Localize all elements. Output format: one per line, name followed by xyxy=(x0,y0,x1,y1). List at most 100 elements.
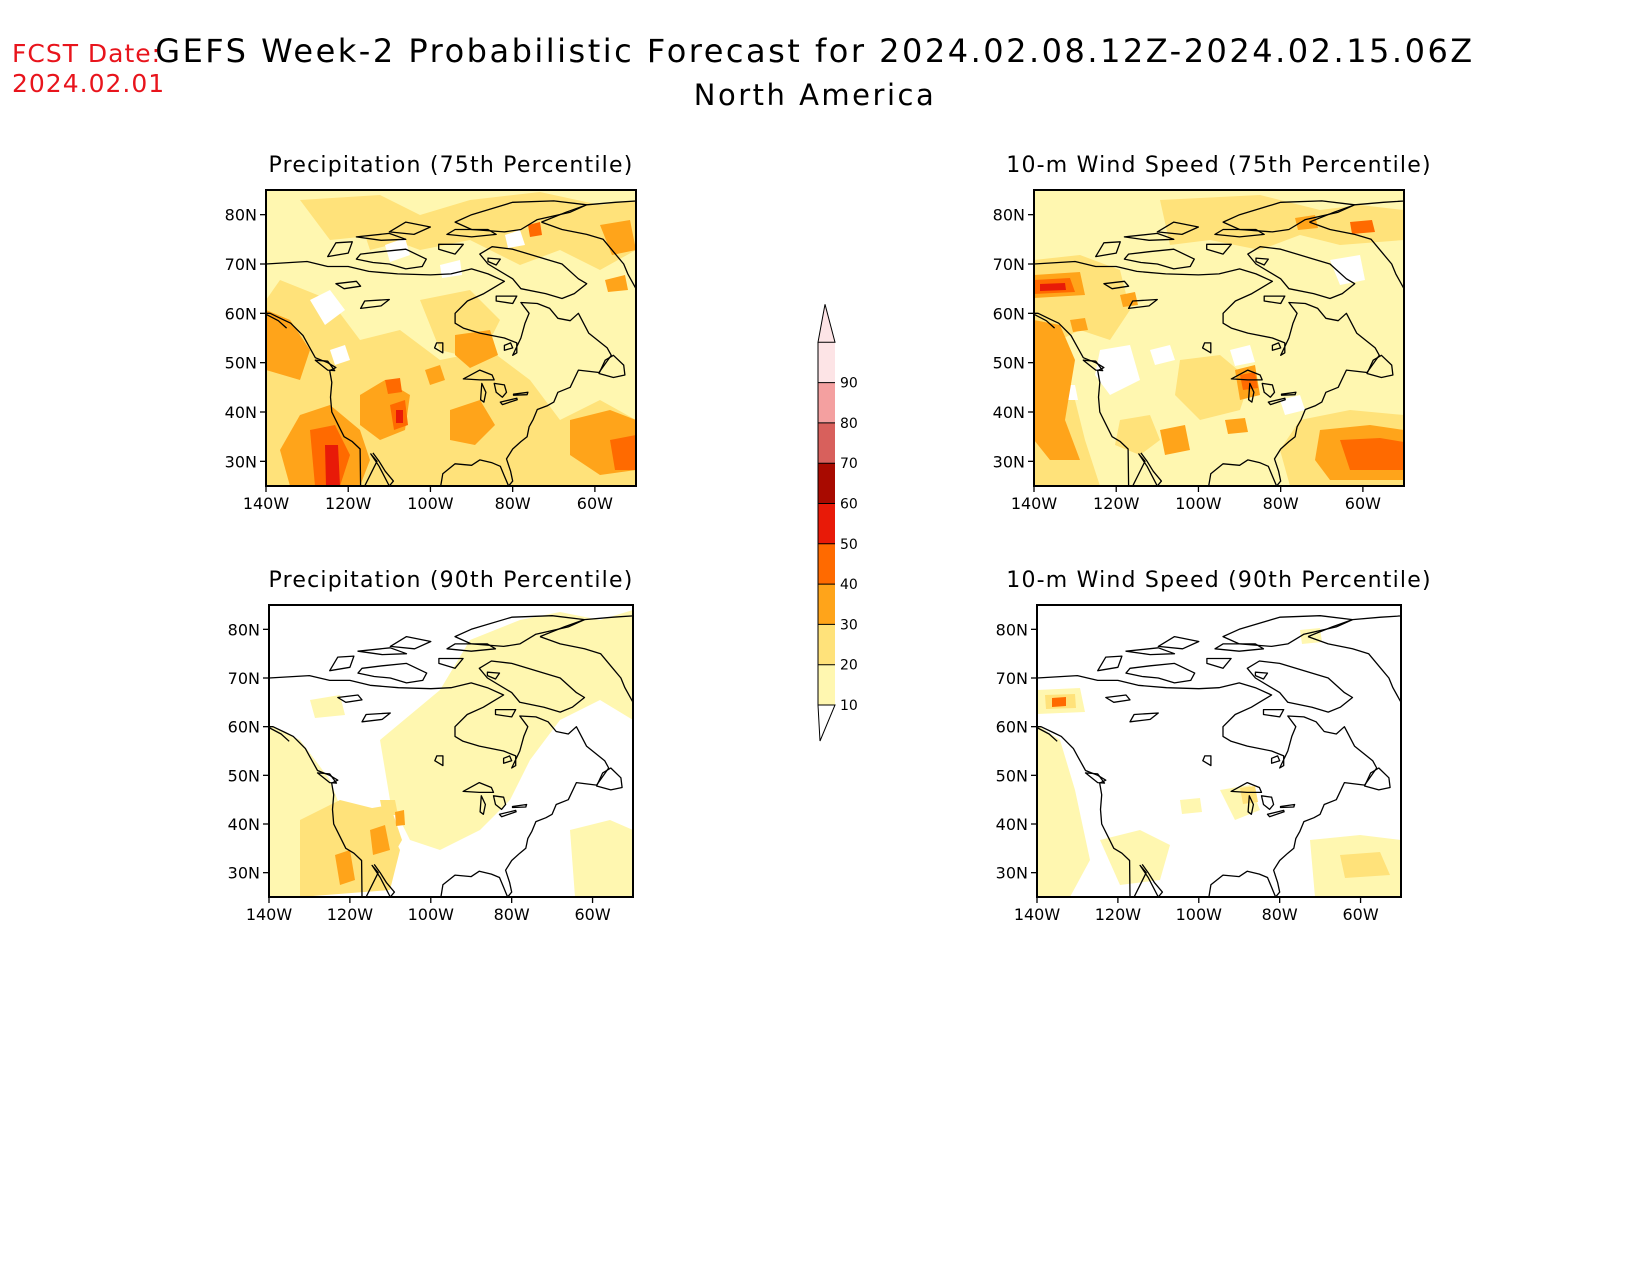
figure-subtitle: North America xyxy=(694,78,936,112)
coastline-island xyxy=(359,298,390,310)
lon-tick-label: 140W xyxy=(1014,905,1061,924)
lon-tick-label: 80W xyxy=(495,494,531,513)
coastline-island xyxy=(1261,382,1276,398)
lat-tick-label: 70N xyxy=(225,255,257,274)
coastline-island xyxy=(1279,803,1296,809)
lon-tick-label: 80W xyxy=(1263,494,1299,513)
fcst-date-value: 2024.02.01 xyxy=(12,69,165,98)
map-border xyxy=(265,189,637,487)
lat-tick-label: 40N xyxy=(993,403,1025,422)
panel-wind-90: 10-m Wind Speed (90th Percentile) xyxy=(1006,568,1431,897)
coastline xyxy=(1034,313,1056,329)
lat-tick-label: 50N xyxy=(228,766,260,785)
coastline-island xyxy=(1254,671,1269,680)
panel-precip-75: Precipitation (75th Percentile) xyxy=(266,153,636,486)
panel-title: Precipitation (75th Percentile) xyxy=(269,153,634,178)
colorbar-segment xyxy=(818,584,835,625)
coastline-island xyxy=(1157,635,1200,650)
wind-75-field xyxy=(1034,190,1404,486)
coastline-island xyxy=(1095,241,1121,258)
colorbar-lower-triangle xyxy=(817,704,836,742)
colorbar-segment xyxy=(818,503,835,544)
coastline-island xyxy=(1206,657,1232,669)
coastline-island xyxy=(438,657,464,669)
coastline-island xyxy=(499,397,518,406)
coastline-island xyxy=(1222,615,1354,648)
coastline-island xyxy=(446,228,497,238)
lon-tick-label: 60W xyxy=(574,905,610,924)
coastline xyxy=(269,727,290,742)
coastline-island xyxy=(502,755,513,764)
map-frame-2: 140W 120W 100W 80W 60W 80N 70N 60N 50N 40N 30N xyxy=(228,604,634,924)
lat-tick-label: 50N xyxy=(996,766,1028,785)
lon-tick-label: 140W xyxy=(1011,494,1058,513)
coastline-island xyxy=(598,354,626,379)
coastline-island xyxy=(316,772,338,784)
lat-tick-label: 70N xyxy=(228,669,260,688)
coastline-island xyxy=(1156,221,1200,236)
coastline-island xyxy=(1125,647,1176,656)
colorbar-label: 80 xyxy=(840,416,858,432)
lat-tick-label: 40N xyxy=(225,403,257,422)
coastline-island xyxy=(479,382,487,403)
lon-tick-label: 120W xyxy=(325,494,372,513)
coastline-island xyxy=(1123,248,1195,270)
coastline-island xyxy=(329,655,355,672)
coastline xyxy=(266,313,288,329)
coastline-island xyxy=(479,246,588,300)
coastline-island xyxy=(434,755,444,767)
coastline-island xyxy=(1082,359,1104,372)
coastline-island xyxy=(1366,354,1394,379)
colorbar-segment xyxy=(818,463,835,504)
coastline xyxy=(365,864,391,897)
coastline xyxy=(541,221,636,314)
coastline-island xyxy=(511,803,528,809)
coastline xyxy=(1132,453,1158,486)
coastline-island xyxy=(1270,755,1281,764)
coastline xyxy=(266,260,612,486)
lon-tick-label: 80W xyxy=(494,905,530,924)
lon-tick-label: 100W xyxy=(1175,494,1222,513)
lon-tick-label: 140W xyxy=(243,494,290,513)
map-border xyxy=(1036,604,1402,898)
precip-75-field xyxy=(266,190,636,486)
precip-90-field xyxy=(269,605,633,897)
coastline-island xyxy=(1247,795,1255,815)
lon-tick-label: 60W xyxy=(577,494,613,513)
coastlines xyxy=(1037,615,1401,897)
lat-tick-label: 70N xyxy=(996,669,1028,688)
coastline-island xyxy=(1230,369,1263,381)
coastline-island xyxy=(1129,712,1159,723)
lat-tick-label: 80N xyxy=(225,206,257,225)
coastline-island xyxy=(1246,660,1354,713)
coastline-island xyxy=(1363,767,1391,791)
coastline-island xyxy=(493,382,508,398)
lat-tick-label: 30N xyxy=(996,864,1028,883)
panel-title: 10-m Wind Speed (75th Percentile) xyxy=(1006,153,1431,178)
figure-title: GEFS Week-2 Probabilistic Forecast for 2… xyxy=(155,32,1474,70)
coastline xyxy=(1034,260,1380,486)
coastline-island xyxy=(595,767,623,791)
coastline-island xyxy=(1230,781,1263,794)
coastline-island xyxy=(1123,232,1175,241)
colorbar-label: 40 xyxy=(840,577,858,593)
coastline-island xyxy=(512,391,529,396)
coastline-island xyxy=(498,809,517,818)
coastline-island xyxy=(1266,809,1285,818)
lon-tick-label: 100W xyxy=(408,905,455,924)
coastline-island xyxy=(1263,295,1286,305)
colorbar-label: 60 xyxy=(840,497,858,513)
coastline-island xyxy=(357,662,428,684)
coastline xyxy=(269,674,610,897)
coastline-island xyxy=(1262,708,1285,718)
coastline-island xyxy=(357,647,408,656)
coastline-island xyxy=(1214,643,1265,652)
lat-tick-label: 80N xyxy=(996,620,1028,639)
coastline-island xyxy=(462,781,495,794)
coastline xyxy=(1140,452,1163,486)
lat-tick-label: 30N xyxy=(228,864,260,883)
coastline xyxy=(1141,864,1164,897)
coastline-island xyxy=(361,712,391,723)
colorbar-segment xyxy=(818,342,835,383)
